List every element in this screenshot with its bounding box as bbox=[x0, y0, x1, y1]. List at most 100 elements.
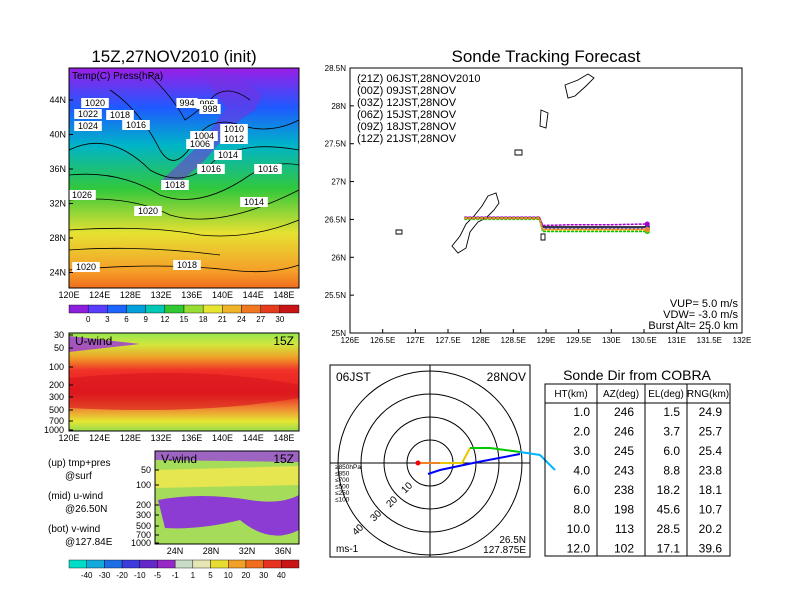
track-x-ticks: 126E 126.5E 127E 127.5E 128E 128.5E 129E 129.5E… bbox=[341, 329, 752, 345]
table-cell: 246 bbox=[614, 405, 634, 419]
isobar-label: 994 bbox=[179, 98, 194, 108]
table-cell: 8.8 bbox=[663, 464, 680, 478]
u-wind-y-tick-label: 100 bbox=[49, 362, 64, 372]
isobar-label: 1026 bbox=[72, 190, 92, 200]
v-colorbar-swatch bbox=[86, 559, 105, 569]
colorbar-tick-label: 12 bbox=[160, 315, 169, 324]
level-legend-entry: ≤850 bbox=[335, 471, 350, 478]
track-x-tick-label: 126E bbox=[341, 336, 360, 345]
track-panel: Sonde Tracking Forecast (21Z) 06JST,28NO… bbox=[325, 47, 752, 345]
v-wind-y-tick-label: 200 bbox=[136, 500, 151, 510]
track-title: Sonde Tracking Forecast bbox=[452, 47, 641, 66]
v-colorbar-tick-label: -1 bbox=[172, 571, 180, 580]
u-wind-y-tick-label: 30 bbox=[54, 330, 64, 340]
isobar-label: 1020 bbox=[85, 98, 105, 108]
isobar-line bbox=[68, 143, 300, 179]
isobar-label-bg bbox=[72, 262, 100, 272]
note-bot: (bot) v-wind bbox=[48, 524, 100, 535]
track-x-tick-label: 128.5E bbox=[501, 336, 526, 345]
table-cell: 10.0 bbox=[567, 522, 591, 536]
u-wind-y-tick-label: 300 bbox=[49, 392, 64, 402]
v-colorbar-swatch bbox=[245, 559, 264, 569]
track-x-tick-label: 130E bbox=[602, 336, 621, 345]
table-cell: 17.1 bbox=[657, 542, 681, 556]
note-up-level: @surf bbox=[65, 471, 92, 482]
isobar-label-bg bbox=[134, 206, 162, 216]
colorbar-tick-label: 18 bbox=[199, 315, 208, 324]
track-legend-entry: (00Z) 09JST,28NOV bbox=[357, 85, 457, 97]
colorbar-swatch bbox=[164, 304, 185, 314]
table-cell: 20.2 bbox=[699, 522, 723, 536]
island-daito bbox=[540, 233, 546, 241]
v-wind-northerly-core bbox=[158, 495, 299, 536]
track-y-tick-label: 26N bbox=[331, 253, 346, 262]
level-legend-entry: ≤100 bbox=[335, 497, 350, 504]
surface-x-tick-label: 132E bbox=[151, 290, 172, 300]
track-y-tick-label: 28.5N bbox=[325, 64, 347, 73]
track-legend: (21Z) 06JST,28NOV2010(00Z) 09JST,28NOV(0… bbox=[357, 73, 481, 145]
v-wind-colorbar: -40 -30 -20 -10 -5 -1 1 5 10 20 30 40 bbox=[68, 559, 300, 580]
track-x-tick-label: 127E bbox=[406, 336, 425, 345]
isobar-label-bg bbox=[173, 260, 201, 270]
v-wind-time: 15Z bbox=[273, 452, 294, 466]
table-cell: 18.1 bbox=[699, 483, 723, 497]
v-colorbar-tick-label: -5 bbox=[154, 571, 162, 580]
trace-250 bbox=[519, 451, 556, 471]
surface-x-tick-label: 120E bbox=[58, 290, 79, 300]
japan-landmass bbox=[160, 70, 262, 190]
colorbar-swatch bbox=[279, 304, 300, 314]
colorbar-swatch bbox=[68, 304, 89, 314]
colorbar-tick-label: 21 bbox=[218, 315, 227, 324]
isobar-label: 1020 bbox=[138, 206, 158, 216]
u-wind-y-tick-label: 1000 bbox=[44, 425, 64, 435]
u-wind-x-tick-label: 144E bbox=[243, 433, 264, 443]
track-y-tick-label: 28N bbox=[331, 102, 346, 111]
polar-time-right: 28NOV bbox=[487, 370, 526, 384]
colorbar-tick-label: 3 bbox=[105, 315, 110, 324]
colorbar-tick-label: 24 bbox=[237, 315, 246, 324]
track-x-tick-label: 129.5E bbox=[566, 336, 591, 345]
surface-y-tick-label: 28N bbox=[49, 233, 66, 243]
u-wind-time: 15Z bbox=[273, 334, 294, 348]
isobar-label-bg bbox=[74, 121, 102, 131]
level-legend-entry: ≤700 bbox=[335, 477, 350, 484]
note-up: (up) tmp+pres bbox=[48, 458, 111, 469]
track-y-tick-label: 26.5N bbox=[325, 215, 347, 224]
v-colorbar-swatch bbox=[210, 559, 229, 569]
track-x-tick-label: 132E bbox=[733, 336, 752, 345]
colorbar-tick-label: 0 bbox=[86, 315, 91, 324]
isobar-label: 1014 bbox=[218, 150, 238, 160]
track-line-4 bbox=[464, 217, 648, 231]
v-wind-x-tick-label: 32N bbox=[239, 546, 256, 556]
table-header-cell: AZ(deg) bbox=[603, 389, 639, 400]
table-cell: 12.0 bbox=[567, 542, 591, 556]
surface-y-tick-label: 40N bbox=[49, 130, 66, 140]
v-wind-y-tick-label: 300 bbox=[136, 510, 151, 520]
polar-units: ms-1 bbox=[336, 544, 359, 555]
isobar-label-bg bbox=[122, 120, 150, 130]
surface-x-tick-label: 128E bbox=[120, 290, 141, 300]
v-wind-x-ticks: 24N 28N 32N 36N bbox=[167, 546, 292, 556]
v-wind-y-tick-label: 100 bbox=[136, 480, 151, 490]
track-line-5 bbox=[464, 217, 648, 231]
polar-lat: 26.5N bbox=[499, 535, 526, 546]
isobar-label: 1018 bbox=[110, 110, 130, 120]
isobar-label-bg bbox=[176, 98, 198, 108]
isobar-line bbox=[68, 247, 221, 256]
v-colorbar-swatch bbox=[263, 559, 282, 569]
track-x-tick-label: 127.5E bbox=[435, 336, 460, 345]
track-y-ticks: 28.5N 28N 27.5N 27N 26.5N 26N 25.5N 25N bbox=[325, 64, 354, 338]
isobar-label: 998 bbox=[202, 104, 217, 114]
surface-x-tick-label: 124E bbox=[89, 290, 110, 300]
surface-x-tick-label: 144E bbox=[243, 290, 264, 300]
track-legend-entry: (06Z) 15JST,28NOV bbox=[357, 109, 457, 121]
isobar-label: 1018 bbox=[165, 180, 185, 190]
u-wind-y-tick-label: 50 bbox=[54, 343, 64, 353]
isobar-label-bg bbox=[240, 197, 268, 207]
note-bot-level: @127.84E bbox=[65, 537, 113, 548]
v-wind-x-tick-label: 28N bbox=[203, 546, 220, 556]
surface-x-tick-label: 140E bbox=[212, 290, 233, 300]
isobar-label-bg bbox=[220, 134, 248, 144]
colorbar-swatch bbox=[183, 304, 204, 314]
